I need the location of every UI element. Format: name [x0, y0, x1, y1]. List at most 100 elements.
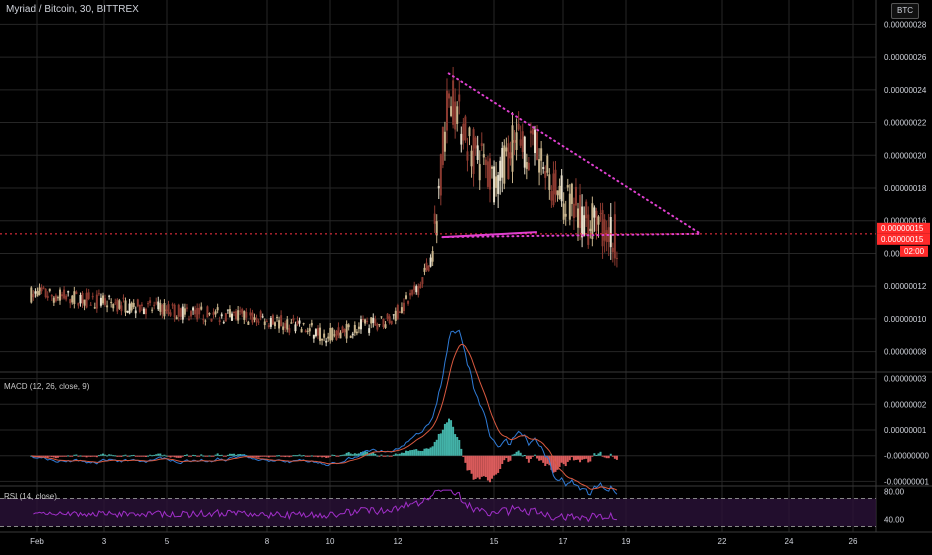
candle-body	[81, 292, 84, 304]
x-tick-label: 19	[622, 537, 631, 546]
candle-body	[38, 287, 41, 295]
macd-histogram-bar	[472, 455, 475, 480]
candle-body	[233, 311, 236, 313]
candle-body	[480, 143, 483, 147]
macd-histogram-bar	[63, 455, 66, 457]
candle-body	[327, 336, 330, 339]
macd-histogram-bar	[439, 433, 442, 456]
candle-body	[116, 299, 119, 312]
candle-body	[280, 315, 283, 327]
macd-histogram-bar	[218, 455, 221, 457]
macd-histogram-bar	[187, 455, 190, 457]
macd-histogram-bar	[190, 455, 193, 457]
macd-histogram-bar	[81, 455, 84, 457]
macd-histogram-bar	[411, 449, 414, 456]
candle-body	[538, 159, 541, 173]
macd-histogram-bar	[259, 455, 262, 457]
macd-histogram-bar	[419, 450, 422, 456]
macd-histogram-bar	[583, 455, 586, 460]
candle-body	[425, 262, 428, 271]
candle-body	[593, 207, 596, 218]
candle-body	[601, 210, 604, 247]
macd-histogram-bar	[71, 455, 74, 457]
macd-histogram-bar	[464, 455, 467, 463]
candle-body	[194, 309, 197, 315]
candle-body	[568, 193, 571, 220]
candle-body	[603, 219, 606, 241]
macd-histogram-bar	[515, 451, 518, 456]
macd-histogram-bar	[52, 455, 55, 458]
macd-histogram-bar	[382, 455, 385, 457]
candle-body	[454, 101, 457, 130]
price-tick-label: 0.00000022	[884, 119, 927, 128]
macd-histogram-bar	[482, 455, 485, 477]
candle-body	[405, 295, 408, 299]
candle-body	[560, 175, 563, 202]
macd-histogram-bar	[56, 455, 59, 458]
macd-histogram-bar	[517, 450, 520, 456]
macd-histogram-bar	[290, 455, 293, 457]
candle-body	[312, 334, 315, 339]
macd-histogram-bar	[507, 455, 510, 462]
candle-body	[433, 213, 436, 224]
candle-body	[611, 247, 614, 253]
candle-body	[562, 203, 565, 220]
candle-body	[216, 307, 219, 311]
macd-histogram-bar	[562, 455, 565, 465]
candle-body	[36, 290, 39, 297]
macd-histogram-bar	[210, 455, 213, 457]
candle-body	[511, 125, 514, 172]
candle-body	[292, 318, 295, 321]
candle-body	[128, 303, 131, 314]
macd-histogram-bar	[237, 454, 240, 456]
currency-button[interactable]: BTC	[891, 3, 919, 19]
candle-body	[415, 286, 418, 293]
macd-histogram-bar	[304, 455, 307, 457]
macd-histogram-bar	[247, 455, 250, 457]
candle-body	[140, 304, 143, 306]
macd-histogram-bar	[44, 455, 47, 457]
macd-histogram-bar	[407, 451, 410, 456]
price-badge-label: 02:00	[904, 247, 925, 256]
candle-body	[378, 323, 381, 326]
macd-histogram-bar	[282, 455, 285, 457]
candle-body	[106, 305, 109, 308]
macd-histogram-bar	[101, 453, 104, 456]
macd-histogram-bar	[138, 455, 141, 457]
macd-histogram-bar	[534, 454, 537, 456]
macd-histogram-bar	[171, 455, 174, 457]
macd-histogram-bar	[120, 455, 123, 457]
candle-body	[597, 216, 600, 225]
candle-body	[362, 318, 365, 320]
candle-body	[224, 313, 227, 322]
macd-histogram-bar	[241, 454, 244, 456]
candle-body	[376, 324, 379, 330]
candle-body	[540, 148, 543, 161]
candle-body	[515, 132, 518, 150]
candle-body	[468, 127, 471, 137]
candle-body	[460, 133, 463, 145]
macd-histogram-bar	[511, 454, 514, 456]
price-tick-label: 0.00000018	[884, 184, 927, 193]
macd-histogram-bar	[366, 451, 369, 456]
candle-body	[138, 304, 141, 313]
candle-body	[167, 304, 170, 315]
macd-histogram-bar	[491, 455, 494, 479]
macd-histogram-bar	[142, 455, 145, 457]
macd-tick-label: 0.00000002	[884, 400, 927, 409]
macd-histogram-bar	[257, 455, 260, 458]
x-tick-label: 8	[265, 537, 270, 546]
macd-histogram-bar	[286, 455, 289, 457]
macd-histogram-bar	[167, 455, 170, 457]
candle-body	[325, 340, 328, 343]
candle-body	[390, 320, 393, 324]
macd-histogram-bar	[48, 455, 51, 457]
rsi-tick-label: 40.00	[884, 516, 905, 525]
macd-histogram-bar	[253, 455, 256, 457]
candle-body	[163, 303, 166, 317]
candle-body	[488, 158, 491, 190]
macd-histogram-bar	[95, 455, 98, 458]
rsi-line	[33, 489, 617, 523]
